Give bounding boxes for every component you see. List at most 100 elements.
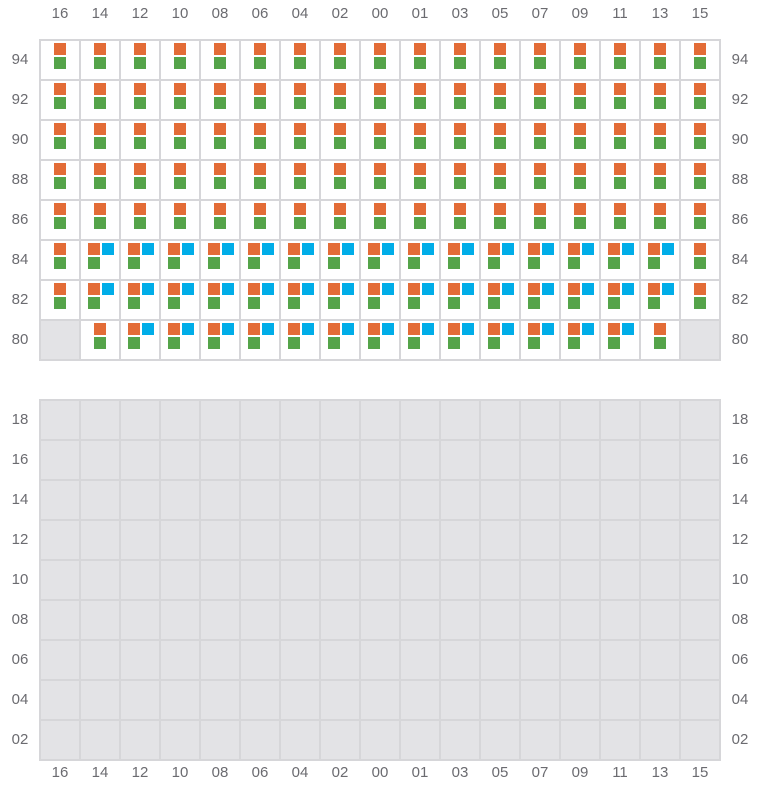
slot-90-01[interactable] — [401, 121, 439, 159]
slot-12-13[interactable] — [641, 521, 679, 559]
slot-02-07[interactable] — [521, 721, 559, 759]
slot-08-07[interactable] — [521, 601, 559, 639]
slot-94-14[interactable] — [81, 41, 119, 79]
slot-04-04[interactable] — [281, 681, 319, 719]
slot-16-02[interactable] — [321, 441, 359, 479]
slot-02-12[interactable] — [121, 721, 159, 759]
slot-90-04[interactable] — [281, 121, 319, 159]
slot-80-01[interactable] — [401, 321, 439, 359]
slot-92-01[interactable] — [401, 81, 439, 119]
slot-94-07[interactable] — [521, 41, 559, 79]
slot-16-03[interactable] — [441, 441, 479, 479]
slot-08-14[interactable] — [81, 601, 119, 639]
slot-92-05[interactable] — [481, 81, 519, 119]
slot-18-11[interactable] — [601, 401, 639, 439]
slot-04-09[interactable] — [561, 681, 599, 719]
slot-88-12[interactable] — [121, 161, 159, 199]
slot-12-05[interactable] — [481, 521, 519, 559]
slot-04-03[interactable] — [441, 681, 479, 719]
slot-08-03[interactable] — [441, 601, 479, 639]
slot-86-14[interactable] — [81, 201, 119, 239]
slot-12-08[interactable] — [201, 521, 239, 559]
slot-90-14[interactable] — [81, 121, 119, 159]
slot-80-16[interactable] — [41, 321, 79, 359]
slot-82-04[interactable] — [281, 281, 319, 319]
slot-04-02[interactable] — [321, 681, 359, 719]
slot-88-02[interactable] — [321, 161, 359, 199]
slot-86-16[interactable] — [41, 201, 79, 239]
slot-86-08[interactable] — [201, 201, 239, 239]
slot-10-11[interactable] — [601, 561, 639, 599]
slot-02-08[interactable] — [201, 721, 239, 759]
slot-16-04[interactable] — [281, 441, 319, 479]
slot-14-00[interactable] — [361, 481, 399, 519]
slot-84-11[interactable] — [601, 241, 639, 279]
slot-06-10[interactable] — [161, 641, 199, 679]
slot-08-01[interactable] — [401, 601, 439, 639]
slot-82-00[interactable] — [361, 281, 399, 319]
slot-06-02[interactable] — [321, 641, 359, 679]
slot-10-02[interactable] — [321, 561, 359, 599]
slot-80-09[interactable] — [561, 321, 599, 359]
slot-86-13[interactable] — [641, 201, 679, 239]
slot-14-13[interactable] — [641, 481, 679, 519]
slot-18-09[interactable] — [561, 401, 599, 439]
slot-90-15[interactable] — [681, 121, 719, 159]
slot-16-06[interactable] — [241, 441, 279, 479]
slot-06-14[interactable] — [81, 641, 119, 679]
slot-12-09[interactable] — [561, 521, 599, 559]
slot-02-05[interactable] — [481, 721, 519, 759]
slot-16-00[interactable] — [361, 441, 399, 479]
slot-06-13[interactable] — [641, 641, 679, 679]
slot-18-16[interactable] — [41, 401, 79, 439]
slot-82-12[interactable] — [121, 281, 159, 319]
slot-06-11[interactable] — [601, 641, 639, 679]
slot-08-15[interactable] — [681, 601, 719, 639]
slot-16-09[interactable] — [561, 441, 599, 479]
slot-88-11[interactable] — [601, 161, 639, 199]
slot-06-08[interactable] — [201, 641, 239, 679]
slot-12-06[interactable] — [241, 521, 279, 559]
slot-06-06[interactable] — [241, 641, 279, 679]
slot-14-02[interactable] — [321, 481, 359, 519]
slot-88-15[interactable] — [681, 161, 719, 199]
slot-92-00[interactable] — [361, 81, 399, 119]
slot-92-07[interactable] — [521, 81, 559, 119]
slot-18-02[interactable] — [321, 401, 359, 439]
slot-94-02[interactable] — [321, 41, 359, 79]
slot-02-14[interactable] — [81, 721, 119, 759]
slot-10-12[interactable] — [121, 561, 159, 599]
slot-06-03[interactable] — [441, 641, 479, 679]
slot-84-04[interactable] — [281, 241, 319, 279]
slot-04-13[interactable] — [641, 681, 679, 719]
slot-80-10[interactable] — [161, 321, 199, 359]
slot-86-06[interactable] — [241, 201, 279, 239]
slot-14-11[interactable] — [601, 481, 639, 519]
slot-06-07[interactable] — [521, 641, 559, 679]
slot-06-00[interactable] — [361, 641, 399, 679]
slot-06-09[interactable] — [561, 641, 599, 679]
slot-08-12[interactable] — [121, 601, 159, 639]
slot-84-05[interactable] — [481, 241, 519, 279]
slot-84-12[interactable] — [121, 241, 159, 279]
slot-84-09[interactable] — [561, 241, 599, 279]
slot-94-06[interactable] — [241, 41, 279, 79]
slot-84-15[interactable] — [681, 241, 719, 279]
slot-92-03[interactable] — [441, 81, 479, 119]
slot-10-15[interactable] — [681, 561, 719, 599]
slot-02-11[interactable] — [601, 721, 639, 759]
slot-88-06[interactable] — [241, 161, 279, 199]
slot-80-08[interactable] — [201, 321, 239, 359]
slot-08-08[interactable] — [201, 601, 239, 639]
slot-84-00[interactable] — [361, 241, 399, 279]
slot-92-04[interactable] — [281, 81, 319, 119]
slot-88-10[interactable] — [161, 161, 199, 199]
slot-92-14[interactable] — [81, 81, 119, 119]
slot-92-02[interactable] — [321, 81, 359, 119]
slot-84-10[interactable] — [161, 241, 199, 279]
slot-06-15[interactable] — [681, 641, 719, 679]
slot-18-03[interactable] — [441, 401, 479, 439]
slot-10-06[interactable] — [241, 561, 279, 599]
slot-18-01[interactable] — [401, 401, 439, 439]
slot-90-11[interactable] — [601, 121, 639, 159]
